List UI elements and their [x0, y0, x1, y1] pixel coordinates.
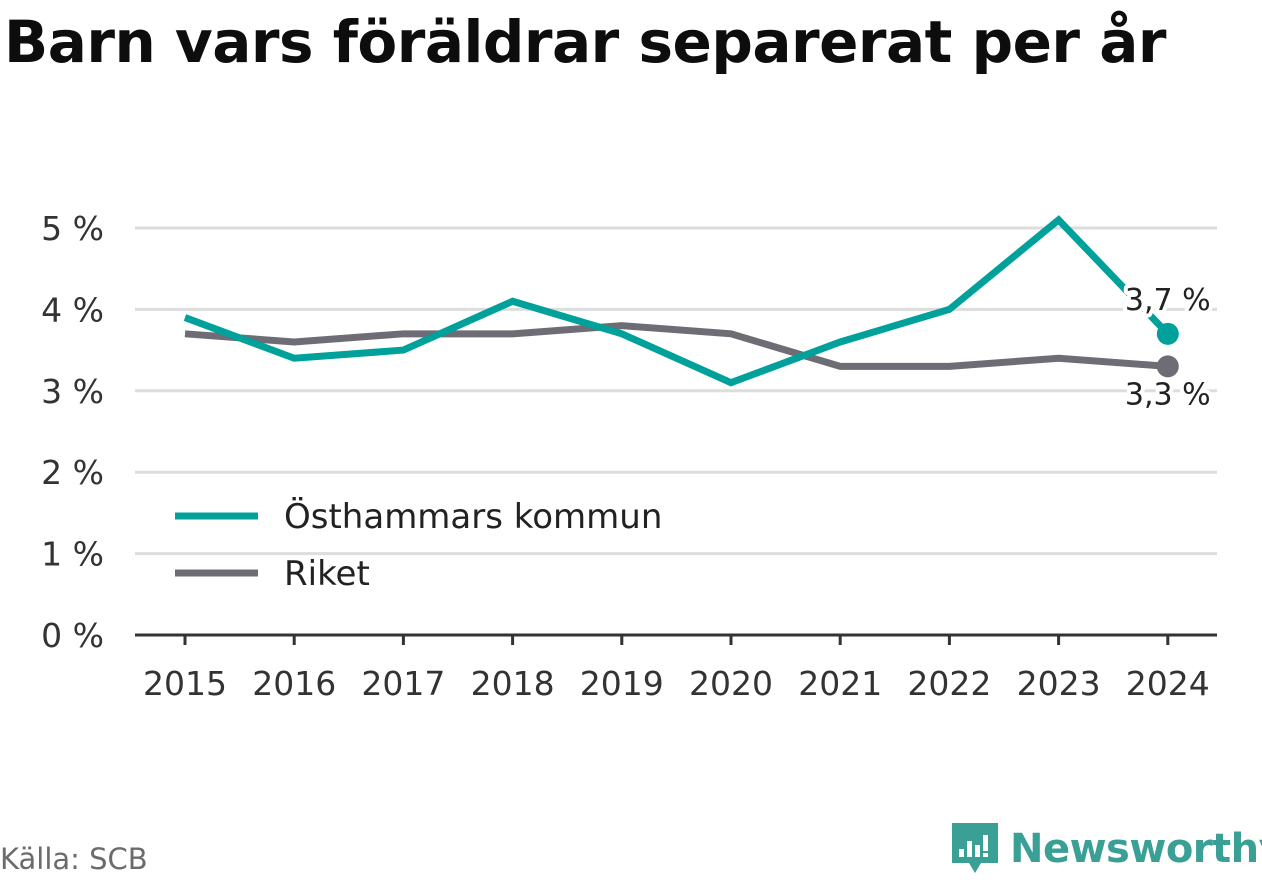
x-axis-ticks: 2015 2016 2017 2018 2019 2020 2021 2022 2023 2024: [143, 635, 1210, 703]
series-lines: [183, 215, 1179, 387]
series-end-point-0: [1156, 322, 1179, 345]
series-line-1: [184, 322, 1169, 370]
y-tick-label: 5 %: [41, 209, 104, 248]
brand-name: Newsworthy: [1010, 826, 1262, 872]
series-line-0: [183, 215, 1171, 387]
legend: Östhammars kommun Riket: [160, 492, 696, 594]
y-axis-ticks: 0 % 1 % 2 % 3 % 4 % 5 %: [41, 209, 104, 655]
series-end-point-1: [1156, 355, 1179, 378]
end-label-1: 3,3 %: [1125, 377, 1211, 412]
newsworthy-logo-icon: [952, 823, 998, 873]
x-tick-label: 2018: [471, 664, 555, 703]
x-tick-label: 2015: [143, 664, 227, 703]
x-tick-label: 2016: [252, 664, 336, 703]
y-tick-label: 4 %: [41, 290, 104, 329]
end-label-halo: 3,7 %: [1125, 283, 1211, 318]
y-tick-label: 2 %: [41, 453, 104, 492]
x-tick-label: 2019: [580, 664, 664, 703]
x-tick-label: 2017: [361, 664, 445, 703]
source-credit: Källa: SCB: [0, 842, 148, 876]
y-tick-label: 0 %: [41, 616, 104, 655]
legend-label-riket: Riket: [284, 554, 370, 594]
chart-title: Barn vars föräldrar separerat per år: [4, 8, 1166, 76]
x-tick-label: 2021: [798, 664, 882, 703]
end-labels: 3,7 %3,7 %3,3 %3,3 %: [1121, 279, 1215, 417]
x-tick-label: 2020: [689, 664, 773, 703]
gridlines: [135, 226, 1217, 556]
legend-label-ostemmars: Östhammars kommun: [284, 496, 662, 537]
end-label-0: 3,7 %: [1125, 283, 1211, 318]
y-tick-label: 3 %: [41, 372, 104, 411]
brand[interactable]: Newsworthy: [950, 818, 1262, 880]
x-tick-label: 2022: [907, 664, 991, 703]
x-tick-label: 2024: [1126, 664, 1210, 703]
end-label-halo: 3,3 %: [1125, 377, 1211, 412]
legend-background: [160, 492, 696, 552]
x-tick-label: 2023: [1017, 664, 1101, 703]
y-tick-label: 1 %: [41, 535, 104, 574]
